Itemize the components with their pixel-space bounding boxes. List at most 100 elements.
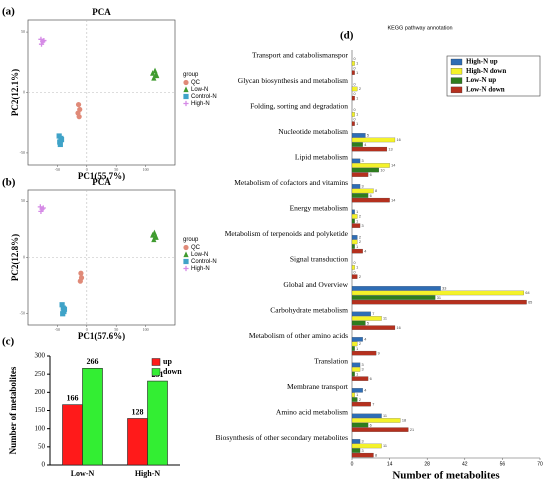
value-label: 8 xyxy=(375,189,377,193)
legend-label: QC xyxy=(191,80,201,86)
y-tick-label: Transport and catabolismanspor xyxy=(252,50,348,59)
legend-swatch xyxy=(183,79,189,86)
y-tick-label: 0 xyxy=(23,254,25,259)
legend-swatch xyxy=(183,244,189,251)
legend-label: QC xyxy=(191,245,201,251)
legend-label: down xyxy=(163,367,182,376)
value-label: 4 xyxy=(364,143,366,147)
legend-swatch xyxy=(450,58,463,66)
value-label: 13 xyxy=(388,147,392,151)
bar xyxy=(127,418,148,466)
legend-swatch xyxy=(183,251,189,258)
bar xyxy=(351,397,358,402)
bar xyxy=(351,286,441,291)
legend-swatch xyxy=(183,258,189,265)
bar xyxy=(351,197,390,203)
bar xyxy=(351,422,369,428)
bar xyxy=(351,214,358,219)
bar xyxy=(351,218,355,224)
legend-swatch xyxy=(183,100,189,107)
point xyxy=(152,233,159,239)
value-label: 2 xyxy=(359,240,361,244)
point xyxy=(58,137,65,143)
y-tick-label: -50 xyxy=(20,150,25,155)
value-label: 14 xyxy=(391,198,395,202)
value-label: 4 xyxy=(364,338,366,342)
legend-swatch xyxy=(450,86,463,94)
y-tick-label: 100 xyxy=(35,424,46,432)
y-tick-label: 0 xyxy=(23,89,25,94)
bar xyxy=(147,380,168,466)
x-tick-label: 50 xyxy=(114,167,118,172)
value-label: 2 xyxy=(359,342,361,346)
value-label: 11 xyxy=(383,317,387,321)
legend-swatch xyxy=(151,368,161,376)
value-label: 33 xyxy=(442,287,446,291)
value-label: 0 xyxy=(354,57,356,61)
bar xyxy=(351,316,382,321)
y-tick-label: 150 xyxy=(35,406,46,414)
y-tick-label: Metabolism of terpenoids and polyketide xyxy=(225,229,349,238)
bar xyxy=(351,346,355,351)
value-label: 166 xyxy=(67,394,79,403)
value-label: 1 xyxy=(356,210,358,214)
value-label: 65 xyxy=(528,300,532,304)
value-label: 2 xyxy=(359,87,361,91)
value-label: 2 xyxy=(359,215,361,219)
bar xyxy=(351,167,379,173)
point xyxy=(38,41,45,47)
value-label: 5 xyxy=(367,321,369,325)
y-tick-label: 50 xyxy=(21,29,25,34)
bar xyxy=(351,244,355,249)
bar xyxy=(351,274,358,279)
y-tick-label: 200 xyxy=(35,388,46,396)
y-tick-label: Carbohydrate metabolism xyxy=(270,305,348,314)
value-label: 21 xyxy=(410,428,414,432)
point xyxy=(38,208,44,214)
bar xyxy=(351,371,355,377)
y-tick-label: Nucleotide metabolism xyxy=(278,127,348,136)
point xyxy=(151,74,157,81)
y-tick-label: Metabolism of cofactors and vitamins xyxy=(234,178,348,187)
bar xyxy=(351,70,355,75)
legend-label: Low-N xyxy=(191,252,208,258)
y-tick-label: Biosynthesis of other secondary metaboli… xyxy=(216,433,349,442)
value-label: 64 xyxy=(525,291,529,295)
point xyxy=(76,114,82,120)
bar xyxy=(351,325,396,330)
point xyxy=(40,205,46,211)
y-tick-label: 0 xyxy=(42,461,46,469)
value-label: 5 xyxy=(367,134,369,138)
value-label: 2 xyxy=(359,275,361,279)
x-tick-label: -50 xyxy=(55,167,60,172)
value-label: 1 xyxy=(356,96,358,100)
value-label: 1 xyxy=(356,219,358,223)
bar xyxy=(351,172,369,177)
bar xyxy=(351,341,358,347)
bar xyxy=(351,142,363,147)
x-tick-label: -50 xyxy=(55,327,60,332)
bar xyxy=(351,448,361,453)
value-label: 1 xyxy=(356,372,358,376)
x-tick-label: 0 xyxy=(86,167,88,172)
bar xyxy=(351,86,358,92)
bar xyxy=(351,188,374,194)
y-tick-label: 50 xyxy=(21,198,25,203)
value-label: 7 xyxy=(372,312,374,316)
x-tick-label: 70 xyxy=(537,461,543,467)
bar xyxy=(351,265,355,270)
bar xyxy=(351,439,361,444)
x-axis-label: Number of metabolites xyxy=(392,470,500,482)
bar xyxy=(351,235,358,240)
value-label: 16 xyxy=(396,326,400,330)
bar xyxy=(351,320,366,326)
value-label: 3 xyxy=(362,368,364,372)
y-tick-label: Signal transduction xyxy=(290,254,348,263)
x-tick-label: 42 xyxy=(462,461,468,467)
y-tick-label: Energy metabolism xyxy=(290,203,349,212)
point xyxy=(59,302,65,308)
point xyxy=(151,236,157,243)
chart-title: PCA xyxy=(92,177,111,187)
x-axis-label: PC1(55.7%) xyxy=(78,171,125,181)
